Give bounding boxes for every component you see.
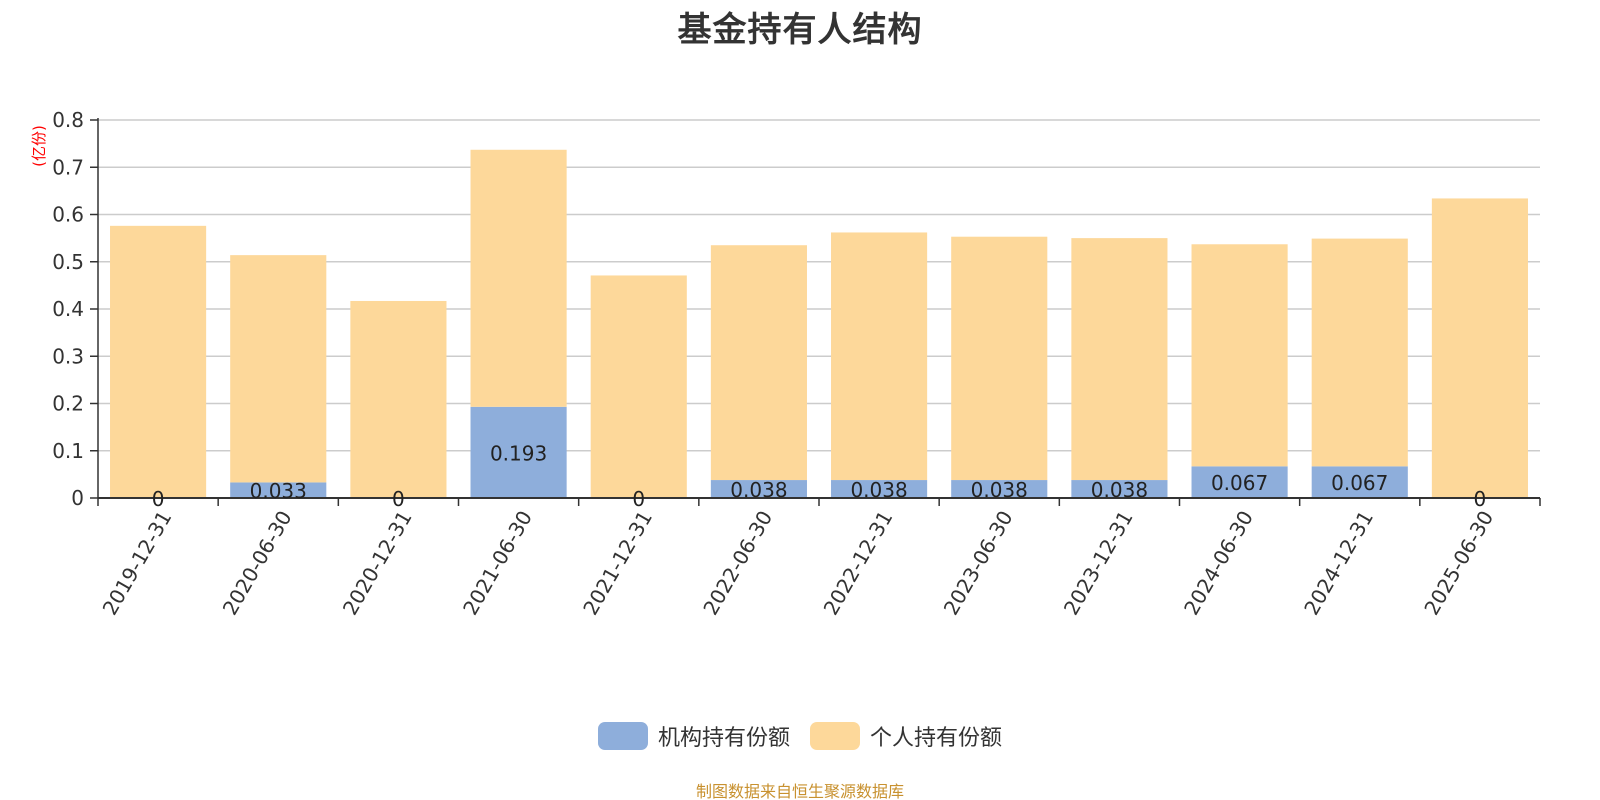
- y-tick-label: 0.3: [52, 344, 84, 368]
- x-tick-label: 2022-12-31: [819, 507, 898, 620]
- bar-individual: [1191, 244, 1288, 467]
- data-label-institutional: 0.038: [850, 478, 907, 502]
- x-tick-label: 2021-12-31: [578, 507, 657, 620]
- bar-individual: [831, 232, 928, 481]
- data-label-institutional: 0.067: [1211, 471, 1268, 495]
- y-tick-label: 0.5: [52, 250, 84, 274]
- bar-individual: [470, 149, 567, 407]
- y-axis-unit-label: (亿份): [30, 125, 48, 167]
- data-label-institutional: 0.038: [730, 478, 787, 502]
- bar-individual: [350, 300, 447, 498]
- bar-institutional: [951, 480, 1048, 498]
- y-tick-label: 0.4: [52, 297, 84, 321]
- bar-individual: [590, 275, 687, 498]
- bar-institutional: [1071, 480, 1168, 498]
- x-tick-label: 2024-12-31: [1299, 507, 1378, 620]
- chart-title: 基金持有人结构: [677, 10, 923, 50]
- legend-label-individual: 个人持有份额: [870, 726, 1003, 751]
- x-tick-label: 2020-12-31: [338, 506, 417, 619]
- x-tick-label: 2025-06-30: [1419, 507, 1498, 620]
- x-tick-label: 2023-06-30: [939, 507, 1018, 620]
- bar-individual: [110, 225, 207, 498]
- y-tick-label: 0.6: [52, 203, 84, 227]
- bar-individual: [1071, 238, 1168, 481]
- data-label-institutional: 0.038: [971, 478, 1028, 502]
- bar-institutional: [1191, 466, 1288, 498]
- data-label-institutional: 0: [152, 487, 165, 511]
- y-tick-label: 0.2: [52, 392, 84, 416]
- legend-label-institutional: 机构持有份额: [657, 726, 790, 751]
- bar-institutional: [230, 482, 327, 498]
- bars: [110, 149, 1528, 498]
- data-label-institutional: 0.033: [250, 479, 307, 503]
- data-label-institutional: 0: [632, 487, 645, 511]
- x-tick-label: 2024-06-30: [1179, 507, 1258, 620]
- bar-individual: [1431, 198, 1528, 498]
- x-tick-label: 2023-12-31: [1059, 507, 1138, 620]
- legend-item-institutional[interactable]: 机构持有份额: [597, 720, 790, 752]
- bar-institutional: [1311, 466, 1408, 498]
- legend-item-individual[interactable]: 个人持有份额: [810, 720, 1002, 752]
- bar-individual: [951, 236, 1048, 481]
- x-tick-label: 2021-06-30: [458, 507, 537, 620]
- bar-institutional: [710, 480, 807, 498]
- grid-lines: [98, 119, 1540, 452]
- bar-institutional: [831, 480, 928, 498]
- data-label-institutional: 0: [1474, 487, 1487, 511]
- data-labels: 0 0.033 0 0.193 0 0.038 0.038 0.038 0.038 0.067 0.…: [152, 441, 1487, 511]
- y-tick-label: 0: [71, 486, 84, 510]
- source-note: 制图数据来自恒生聚源数据库: [695, 782, 904, 800]
- legend: 机构持有份额 个人持有份额: [0, 720, 1600, 752]
- y-tick-label: 0.8: [52, 108, 84, 132]
- legend-swatch-institutional: [597, 722, 648, 750]
- bar-institutional: [470, 406, 567, 498]
- x-tick-label: 2020-06-30: [218, 507, 297, 620]
- data-label-institutional: 0.193: [490, 441, 547, 465]
- bar-individual: [710, 245, 807, 481]
- x-tick-label: 2022-06-30: [698, 507, 777, 620]
- x-tick-label: 2019-12-31: [98, 507, 177, 620]
- data-label-institutional: 0.067: [1331, 471, 1388, 495]
- y-tick-label: 0.1: [52, 439, 84, 463]
- bar-individual: [1311, 238, 1408, 467]
- data-label-institutional: 0.038: [1091, 478, 1148, 502]
- data-label-institutional: 0: [392, 487, 405, 511]
- legend-swatch-individual: [810, 722, 860, 750]
- y-tick-label: 0.7: [52, 155, 84, 179]
- bar-individual: [230, 255, 327, 483]
